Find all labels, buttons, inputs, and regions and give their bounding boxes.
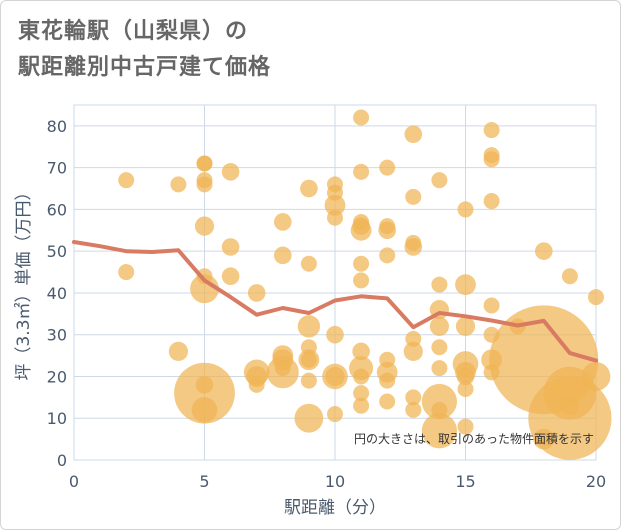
data-point [324,194,346,216]
data-point [353,368,370,385]
data-point [300,179,318,198]
y-tick-label: 20 [47,367,67,386]
data-point [405,188,422,205]
x-tick-label: 15 [455,472,475,491]
data-point [483,151,500,168]
x-tick-label: 20 [586,472,606,491]
data-point [421,383,457,420]
y-tick-label: 40 [47,284,67,303]
data-point [327,406,343,423]
data-point [352,342,370,361]
average-price-line [72,240,598,363]
chart-title: 東花輪駅（山梨県）の 駅距離別中古戸建て価格 [18,14,578,86]
data-point [247,284,266,302]
axis-ticks: 0 5 10 15 20 0 10 20 30 40 50 60 70 80 [47,117,607,491]
data-point [353,109,370,126]
data-point [248,376,265,393]
y-axis-label: 坪（3.3㎡）単価（万円） [14,183,34,380]
data-point [431,276,448,293]
y-tick-label: 30 [47,326,67,345]
data-point [528,376,612,460]
data-point [431,360,448,377]
data-point [353,385,370,402]
data-point [300,255,317,272]
data-point [535,242,553,260]
data-point [561,268,578,285]
data-point [581,362,611,391]
data-point [431,339,448,356]
data-point [378,221,397,240]
y-tick-label: 70 [47,159,67,178]
data-point [588,289,604,306]
data-point [300,351,317,368]
data-point [196,176,213,193]
data-point [353,255,370,272]
chart-title-line-2: 駅距離別中古戸建て価格 [18,55,272,80]
data-point [350,219,372,241]
data-point [325,366,345,387]
data-point [457,418,474,435]
data-point [379,393,396,410]
x-tick-label: 0 [69,472,79,491]
data-point [431,172,448,189]
data-point [326,325,344,344]
data-point [300,372,317,389]
data-point [118,264,135,281]
data-point [266,356,299,389]
data-point [455,274,476,295]
x-axis-label: 駅距離（分） [284,498,386,518]
bubble-series [118,109,612,460]
data-point [191,397,218,423]
data-point [221,238,240,256]
data-point [190,274,219,304]
x-tick-label: 5 [199,472,209,491]
data-point [353,397,370,414]
x-tick-label: 10 [325,472,345,491]
data-point [405,389,422,406]
y-tick-label: 80 [47,117,67,136]
data-point [168,341,188,362]
data-point [379,159,396,176]
data-point [221,163,240,181]
data-point [457,201,474,218]
data-point [170,176,187,193]
y-tick-label: 60 [47,200,67,219]
data-point [196,155,213,172]
y-tick-label: 10 [47,409,67,428]
data-point [327,209,343,226]
data-point [353,272,370,289]
y-tick-label: 50 [47,242,67,261]
data-point [379,372,396,389]
data-point [405,401,422,418]
data-point [404,125,423,144]
data-point [455,316,476,336]
data-point [174,362,235,424]
data-point [274,246,292,265]
data-point [421,413,457,449]
data-point [274,213,292,231]
data-point [483,297,500,314]
data-point [221,267,240,286]
y-tick-label: 0 [57,451,67,470]
data-point [429,316,449,336]
data-point [483,122,500,139]
data-point [457,381,474,397]
data-point [403,341,423,362]
data-point [456,367,475,386]
data-point [297,315,321,338]
data-point [194,216,215,236]
bubble-size-note: 円の大きさは、取引のあった物件面積を示す [354,431,594,446]
data-point [404,238,423,256]
data-point [483,193,500,210]
data-point [118,172,135,189]
data-point [379,247,396,264]
data-point [294,403,324,433]
data-point [353,163,370,180]
chart-title-line-1: 東花輪駅（山梨県）の [18,19,249,44]
